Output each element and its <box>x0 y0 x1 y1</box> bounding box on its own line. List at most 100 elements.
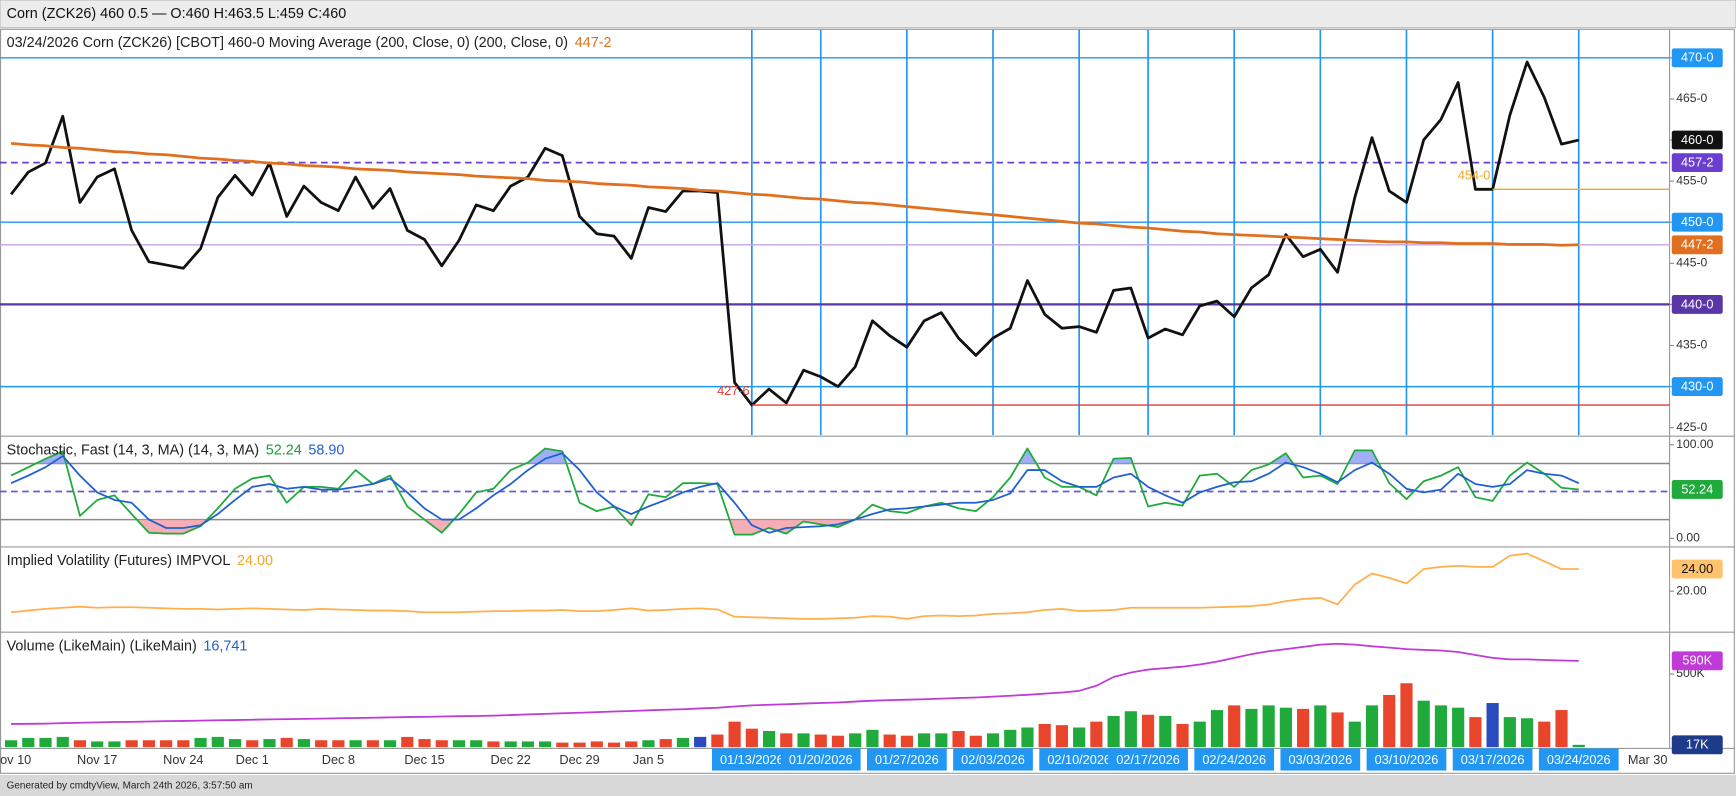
volume-bar <box>539 741 552 748</box>
x-tick-label: Nov 10 <box>0 752 31 767</box>
volume-bar <box>556 742 569 748</box>
volume-bar <box>1021 727 1034 748</box>
volume-bar <box>73 740 87 748</box>
legend-text: Volume (LikeMain) (LikeMain) <box>7 638 197 654</box>
volume-bar <box>383 740 397 748</box>
volume-bar <box>1314 705 1327 748</box>
volume-bar <box>1055 725 1069 748</box>
x-tick-label: 03/03/2026 <box>1289 752 1353 767</box>
volume-bar <box>1004 729 1017 748</box>
volume-bar <box>452 740 466 748</box>
volume-bar <box>849 733 862 748</box>
volume-bar <box>91 741 104 748</box>
volume-bar <box>1383 694 1396 748</box>
x-tick-box <box>780 748 861 771</box>
volume-bar <box>711 734 724 748</box>
volume-bar <box>1452 707 1465 748</box>
volume-bar <box>1297 708 1310 748</box>
x-tick-label: Dec 1 <box>236 752 269 767</box>
legend-text: 58.90 <box>308 442 344 458</box>
volume-bar <box>745 728 758 748</box>
value-box <box>1671 559 1723 579</box>
volume-bar <box>986 733 1000 748</box>
y-tick-label: 20.00 <box>1676 583 1707 597</box>
volume-bar <box>728 721 741 748</box>
panel <box>0 57 1670 407</box>
x-tick-label: 02/10/2026 <box>1047 752 1111 767</box>
volume-bar <box>1228 705 1241 748</box>
volume-bar <box>504 741 517 748</box>
volume-bar <box>780 733 793 748</box>
volume-bar <box>607 742 621 748</box>
footer-bar <box>0 774 1736 796</box>
legend-text: 16,741 <box>203 638 247 654</box>
volume-bar <box>814 734 827 748</box>
volume-bar <box>1365 705 1379 748</box>
volume-bar <box>108 741 121 748</box>
legend-text: 52.24 <box>266 442 302 458</box>
series-line <box>10 452 1580 534</box>
volume-bar <box>1417 700 1430 748</box>
value-box-label: 450-0 <box>1681 214 1714 229</box>
volume-bar <box>1538 721 1551 748</box>
x-tick-label: Nov 24 <box>163 752 203 767</box>
volume-bar <box>831 735 845 748</box>
volume-bar <box>918 733 931 748</box>
volume-bar <box>642 740 655 748</box>
volume-bar <box>1245 708 1258 748</box>
panel <box>10 552 1579 620</box>
volume-bar <box>56 736 69 748</box>
volume-bar <box>349 740 362 748</box>
volume-bar <box>1520 718 1534 748</box>
x-tick-label: Jan 5 <box>633 752 664 767</box>
volume-bar <box>900 735 913 748</box>
volume-bar <box>1107 715 1120 748</box>
value-box <box>1671 212 1723 232</box>
header-text: Corn (ZCK26) 460 0.5 — O:460 H:463.5 L:4… <box>7 6 347 22</box>
volume-bar <box>142 740 155 748</box>
volume-bar <box>1210 710 1224 748</box>
volume-bar <box>1038 723 1051 748</box>
legend-text: Implied Volatility (Futures) IMPVOL <box>7 553 231 569</box>
volume-bar <box>315 740 328 748</box>
x-tick-label: Dec 22 <box>491 752 531 767</box>
volume-bar <box>1159 715 1172 748</box>
volume-bar <box>1279 707 1292 748</box>
x-tick-label: 03/17/2026 <box>1461 752 1525 767</box>
value-box-label: 440-0 <box>1681 296 1714 311</box>
volume-bar <box>694 736 707 748</box>
volume-bar <box>1486 703 1499 748</box>
value-box-label: 17K <box>1686 737 1709 752</box>
annotation-label: 427-6 <box>717 383 750 398</box>
volume-bar <box>625 741 638 748</box>
x-tick-box <box>1280 748 1361 771</box>
value-box-label: 24.00 <box>1681 561 1713 576</box>
volume-bar <box>521 741 534 748</box>
x-tick-label: Dec 15 <box>404 752 444 767</box>
panel <box>4 642 1585 748</box>
volume-bar <box>1141 714 1155 748</box>
volume-bar <box>1572 744 1585 748</box>
volume-bar <box>194 737 207 748</box>
volume-bar <box>1090 721 1103 748</box>
value-box-label: 457-2 <box>1681 155 1714 170</box>
volume-bar <box>418 739 431 748</box>
value-box-label: 52.24 <box>1681 481 1713 496</box>
volume-bar <box>1348 721 1361 748</box>
x-tick-box <box>1538 748 1619 771</box>
volume-bar <box>1555 710 1568 748</box>
volume-bar <box>1400 683 1413 748</box>
volume-bar <box>762 731 776 748</box>
x-tick-box <box>1366 748 1447 771</box>
value-box-label: 590K <box>1682 653 1712 668</box>
x-tick-label: Dec 8 <box>322 752 355 767</box>
y-tick-label: 435-0 <box>1676 338 1707 352</box>
x-tick-box <box>867 748 947 771</box>
volume-bar <box>1331 712 1344 748</box>
volume-bar <box>125 740 138 748</box>
header-bar <box>0 0 1736 29</box>
volume-bar <box>935 733 948 748</box>
volume-bar <box>280 737 293 748</box>
